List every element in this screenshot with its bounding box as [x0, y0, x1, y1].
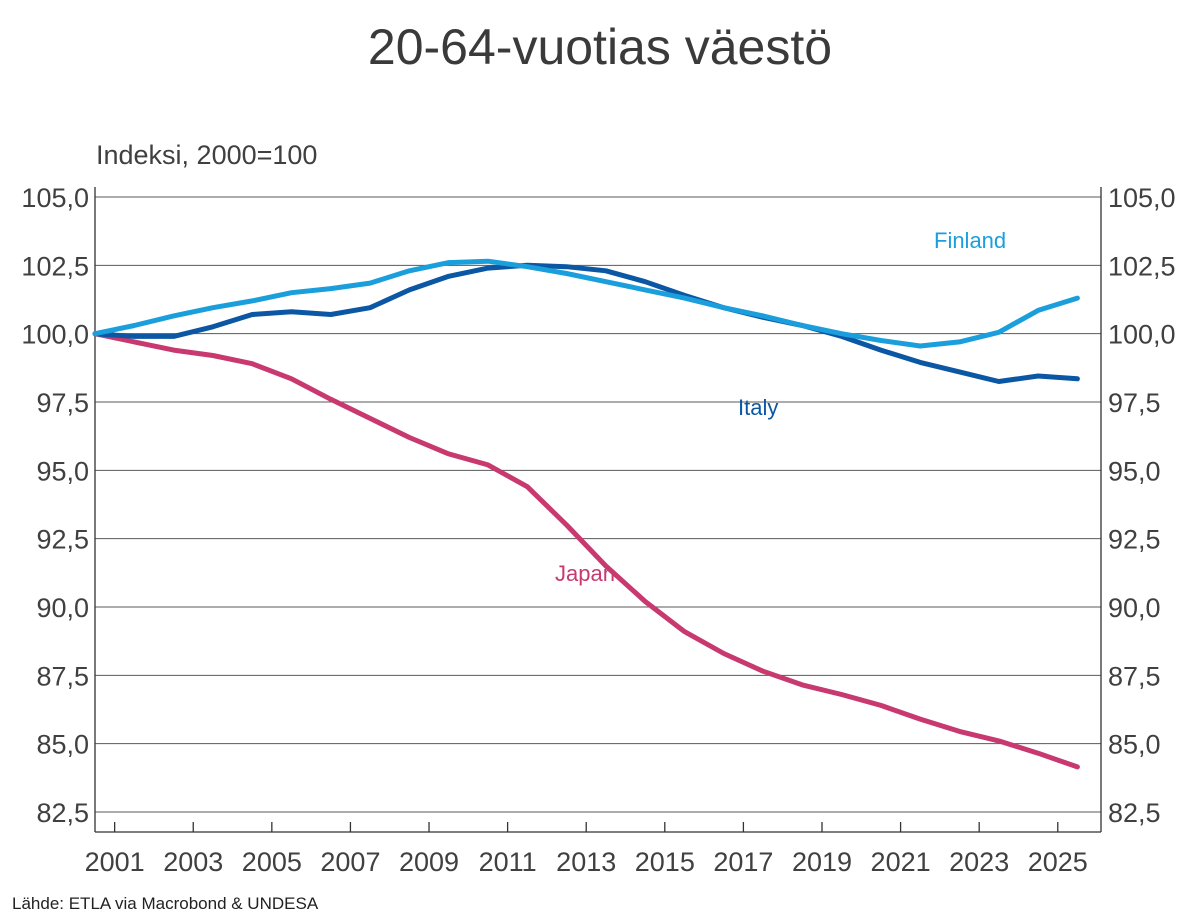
y-tick-label-left: 97,5 — [36, 388, 89, 418]
x-axis: 2001 2003 2005 2007 2009 2011 2013 2015 2017 2019… — [85, 822, 1088, 877]
x-tick-label: 2021 — [871, 847, 931, 877]
y-axis-label: Indeksi, 2000=100 — [96, 140, 318, 170]
y-tick-label-right: 87,5 — [1108, 661, 1161, 691]
x-tick-label: 2017 — [713, 847, 773, 877]
axes — [94, 187, 1102, 833]
y-tick-label-right: 97,5 — [1108, 388, 1161, 418]
series-label-finland: Finland — [934, 228, 1006, 253]
y-tick-label-right: 90,0 — [1108, 593, 1161, 623]
x-tick-label: 2011 — [479, 847, 537, 877]
series-label-italy: Italy — [738, 395, 778, 420]
y-tick-label-right: 100,0 — [1108, 320, 1176, 350]
source-note: Lähde: ETLA via Macrobond & UNDESA — [12, 894, 319, 913]
x-tick-label: 2001 — [85, 847, 145, 877]
x-tick-label: 2009 — [399, 847, 459, 877]
series-lines — [92, 258, 1080, 770]
y-tick-label-right: 92,5 — [1108, 525, 1161, 555]
y-tick-label-left: 95,0 — [36, 456, 89, 486]
chart-title: 20-64-vuotias väestö — [367, 19, 833, 75]
y-tick-label-right: 105,0 — [1108, 183, 1176, 213]
series-line-italy — [92, 262, 1080, 384]
y-axis-right: 82,5 85,0 87,5 90,0 92,5 95,0 97,5 100,0 102,5 10… — [1108, 183, 1176, 828]
y-tick-label-left: 82,5 — [36, 798, 89, 828]
series-line-japan — [92, 331, 1080, 770]
series-line-finland — [92, 258, 1080, 349]
y-tick-label-left: 90,0 — [36, 593, 89, 623]
y-tick-label-left: 105,0 — [21, 183, 89, 213]
gridlines — [95, 196, 1101, 813]
x-tick-label: 2003 — [163, 847, 223, 877]
x-tick-label: 2023 — [949, 847, 1009, 877]
x-tick-label: 2007 — [320, 847, 380, 877]
x-tick-label: 2019 — [792, 847, 852, 877]
x-tick-label: 2013 — [556, 847, 616, 877]
x-tick-label: 2025 — [1028, 847, 1088, 877]
x-tick-label: 2015 — [635, 847, 695, 877]
series-labels: Finland Italy Japan — [555, 228, 1006, 586]
y-tick-label-left: 85,0 — [36, 730, 89, 760]
y-tick-label-right: 82,5 — [1108, 798, 1161, 828]
y-tick-label-right: 95,0 — [1108, 456, 1161, 486]
y-tick-label-left: 100,0 — [21, 320, 89, 350]
y-tick-label-left: 92,5 — [36, 525, 89, 555]
series-label-japan: Japan — [555, 561, 615, 586]
y-tick-label-right: 102,5 — [1108, 251, 1176, 281]
x-tick-label: 2005 — [242, 847, 302, 877]
y-tick-label-right: 85,0 — [1108, 730, 1161, 760]
y-tick-label-left: 102,5 — [21, 251, 89, 281]
y-tick-label-left: 87,5 — [36, 661, 89, 691]
y-axis-left: 82,5 85,0 87,5 90,0 92,5 95,0 97,5 100,0 102,5 10… — [21, 183, 89, 828]
